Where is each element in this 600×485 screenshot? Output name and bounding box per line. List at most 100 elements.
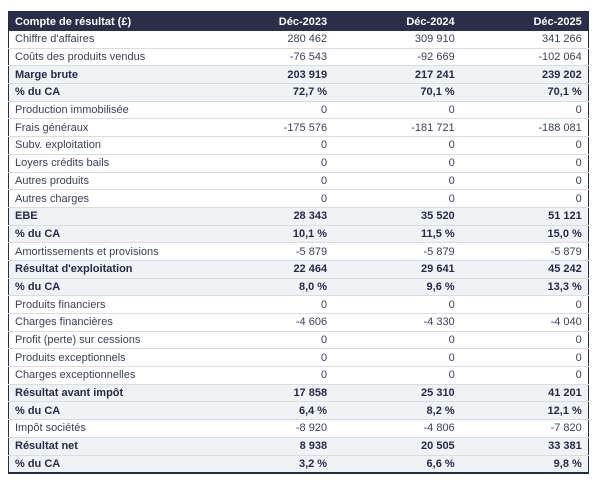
- cell-value: -5 879: [205, 242, 334, 261]
- table-row: Frais généraux -175 576 -181 721 -188 081: [8, 118, 589, 137]
- cell-value: 0: [333, 171, 461, 190]
- cell-value: 0: [205, 330, 334, 349]
- cell-value: 0: [333, 295, 461, 314]
- cell-value: 0: [460, 295, 589, 314]
- row-label: Résultat net: [8, 436, 206, 455]
- cell-value: 10,1 %: [205, 224, 334, 243]
- cell-value: -8 920: [205, 419, 334, 438]
- table-title: Compte de résultat (£): [8, 11, 206, 31]
- cell-value: -7 820: [460, 419, 589, 438]
- cell-value: 203 919: [205, 65, 334, 84]
- column-header-dec-2025: Déc-2025: [460, 11, 589, 31]
- row-label: Autres charges: [8, 189, 206, 208]
- cell-value: -5 879: [333, 242, 461, 261]
- cell-value: 239 202: [460, 65, 589, 84]
- cell-value: -92 669: [333, 47, 461, 66]
- cell-value: 22 464: [205, 259, 334, 279]
- cell-value: 0: [460, 366, 589, 385]
- row-label: Frais généraux: [8, 118, 206, 137]
- cell-value: 0: [460, 100, 589, 119]
- cell-value: 0: [205, 348, 334, 367]
- cell-value: -175 576: [205, 118, 334, 137]
- cell-value: 0: [460, 348, 589, 367]
- cell-value: 0: [333, 189, 461, 208]
- cell-value: 6,4 %: [205, 401, 334, 420]
- cell-value: 0: [205, 136, 334, 155]
- cell-value: 8 938: [205, 436, 334, 455]
- cell-value: 28 343: [205, 206, 334, 226]
- table-row: Produits financiers 0 0 0: [8, 295, 589, 314]
- cell-value: 17 858: [205, 383, 334, 402]
- cell-value: -181 721: [333, 118, 461, 137]
- row-label: Autres produits: [8, 171, 206, 190]
- row-label: % du CA: [8, 224, 206, 243]
- cell-value: -5 879: [460, 242, 589, 261]
- row-label: Charges exceptionnelles: [8, 366, 206, 385]
- cell-value: 0: [460, 153, 589, 172]
- cell-value: 41 201: [460, 383, 589, 402]
- cell-value: 0: [333, 366, 461, 385]
- row-label: Amortissements et provisions: [8, 242, 206, 261]
- cell-value: 0: [333, 330, 461, 349]
- cell-value: 3,2 %: [205, 454, 334, 474]
- cell-value: -4 330: [333, 313, 461, 332]
- table-row: Coûts des produits vendus -76 543 -92 669-…: [8, 47, 589, 66]
- row-label: Produits financiers: [8, 295, 206, 314]
- cell-value: 217 241: [333, 65, 461, 84]
- table-row: Profit (perte) sur cessions 0 0 0: [8, 330, 589, 349]
- cell-value: 11,5 %: [333, 224, 461, 243]
- row-label: Loyers crédits bails: [8, 153, 206, 172]
- cell-value: -4 806: [333, 419, 461, 438]
- row-label: Profit (perte) sur cessions: [8, 330, 206, 349]
- cell-value: 29 641: [333, 259, 461, 279]
- table-row: Autres produits 0 0 0: [8, 171, 589, 190]
- table-body: Chiffre d'affaires 280 462 309 910 341 266 C…: [8, 31, 589, 474]
- table-row: Chiffre d'affaires 280 462 309 910 341 266: [8, 31, 589, 49]
- cell-value: 15,0 %: [460, 224, 589, 243]
- cell-value: -4 606: [205, 313, 334, 332]
- income-statement-table: Compte de résultat (£) Déc-2023 Déc-2024…: [8, 11, 589, 475]
- cell-value: 70,1 %: [460, 83, 589, 102]
- cell-value: 0: [205, 171, 334, 190]
- cell-value: 0: [205, 295, 334, 314]
- header-row: Compte de résultat (£) Déc-2023 Déc-2024…: [8, 11, 589, 31]
- cell-value: 25 310: [333, 383, 461, 402]
- row-label: Chiffre d'affaires: [8, 31, 206, 49]
- row-label: EBE: [8, 206, 206, 226]
- cell-value: 0: [460, 189, 589, 208]
- cell-value: 0: [460, 330, 589, 349]
- table-row: Produits exceptionnels 0 0 0: [8, 348, 589, 367]
- table-row: Marge brute 203 919 217 241 239 202: [8, 65, 589, 84]
- table-row: % du CA 8,0 % 9,6 % 13,3 %: [8, 277, 589, 296]
- cell-value: 0: [205, 100, 334, 119]
- cell-value: 0: [333, 136, 461, 155]
- table-row: Production immobilisée 0 0 0: [8, 100, 589, 119]
- table-row: % du CA 72,7 % 70,1 % 70,1 %: [8, 83, 589, 102]
- cell-value: 0: [205, 189, 334, 208]
- cell-value: 309 910: [333, 31, 461, 49]
- table-row: Charges financières -4 606 -4 330 -4 040: [8, 313, 589, 332]
- column-header-dec-2023: Déc-2023: [205, 11, 334, 31]
- cell-value: 6,6 %: [333, 454, 461, 474]
- cell-value: -188 081: [460, 118, 589, 137]
- cell-value: 9,8 %: [460, 454, 589, 474]
- cell-value: 35 520: [333, 206, 461, 226]
- cell-value: 0: [460, 136, 589, 155]
- row-label: Coûts des produits vendus: [8, 47, 206, 66]
- cell-value: 70,1 %: [333, 83, 461, 102]
- cell-value: -102 064: [460, 47, 589, 66]
- income-statement: Compte de résultat (£) Déc-2023 Déc-2024…: [8, 11, 589, 475]
- cell-value: 341 266: [460, 31, 589, 49]
- table-row: Résultat d'exploitation 22 464 29 641 45 24…: [8, 259, 589, 279]
- row-label: Marge brute: [8, 65, 206, 84]
- table-row: Charges exceptionnelles 0 0 0: [8, 366, 589, 385]
- row-label: % du CA: [8, 277, 206, 296]
- cell-value: 0: [333, 153, 461, 172]
- table-row: Autres charges 0 0 0: [8, 189, 589, 208]
- cell-value: 8,0 %: [205, 277, 334, 296]
- table-row: EBE 28 343 35 520 51 121: [8, 206, 589, 226]
- cell-value: 12,1 %: [460, 401, 589, 420]
- row-label: % du CA: [8, 454, 206, 474]
- table-row: % du CA 10,1 % 11,5 % 15,0 %: [8, 224, 589, 243]
- cell-value: 9,6 %: [333, 277, 461, 296]
